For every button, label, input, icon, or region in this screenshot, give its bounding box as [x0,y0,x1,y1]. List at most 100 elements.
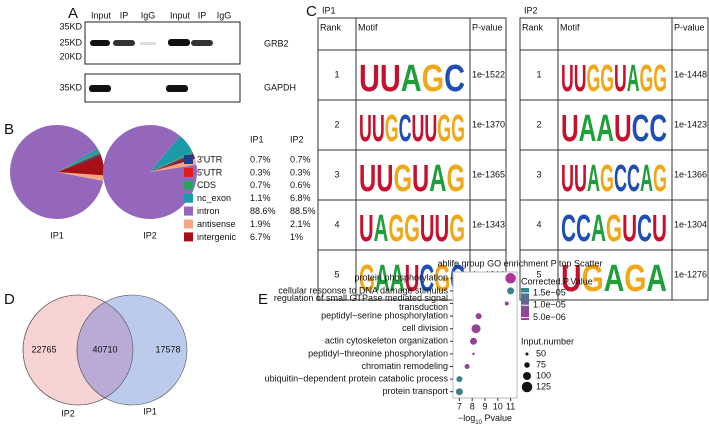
venn-count: 17578 [155,344,180,354]
point [504,301,509,306]
pie-slice [57,151,101,172]
table-header: Rank [320,22,342,32]
pie-value-label: 88.5% [290,206,316,216]
rank: 5 [536,269,541,279]
legend-label: antisense [197,219,236,229]
table-name: IP1 [322,5,336,15]
table-header: Motif [358,22,378,32]
panel-label: C [306,3,317,20]
pie-slice [150,151,194,172]
panel-label: D [4,291,15,308]
colorbar-label: 1.0e−05 [533,300,566,310]
rank: 3 [536,169,541,179]
pie-value-label: 1.9% [250,219,271,229]
x-tick-label: 11 [506,401,515,411]
motif-logo: UUGUAG [359,158,465,200]
p-value: 1e-1522 [472,69,505,79]
marker-label: 20KD [59,51,82,61]
motif-logo: UAGGUUG [359,208,465,250]
size-key [521,381,533,393]
rank: 1 [536,69,541,79]
y-tick-label: peptidyl−threonine phosphorylation [308,348,448,358]
legend-swatch [184,193,193,203]
legend-title: Corrected.P.Value [521,276,593,286]
pie-slice [57,153,102,172]
legend-header: IP2 [290,134,304,144]
rank: 4 [334,219,339,229]
pie-value-label: 6.7% [250,232,271,242]
pie-value-label: 88.6% [250,206,276,216]
legend-label: intron [197,206,220,216]
panel-label: E [258,291,268,308]
lane-label: Input [91,10,112,20]
legend-title: Input.number [521,336,574,346]
pie-slice [57,153,101,172]
point [469,337,477,345]
pie-value-label: 0.3% [250,167,271,177]
x-axis-label-part: −log [458,413,475,423]
x-axis-label: −log10 Pvalue [458,413,512,425]
size-key [524,362,530,368]
legend-swatch [184,206,193,216]
motif-logo: UUGCUUGG [359,108,465,150]
lane-label: IP [120,10,129,20]
p-value: 1e-1343 [472,219,505,229]
pie-slice [102,124,197,219]
table-header: P-value [472,22,503,32]
point [472,352,475,356]
x-tick-label: 8 [470,401,475,411]
point [456,376,463,383]
legend-swatch [184,232,193,242]
legend-swatch [184,155,193,164]
pie-slice [150,155,196,172]
legend-label: 5'UTR [197,167,223,177]
p-value: 1e-1448 [674,69,707,79]
motif-logo: UUGGUAGG [561,58,667,100]
colorbar [521,288,529,320]
y-tick-label: peptidyl−serine phosphorylation [321,310,448,320]
p-value: 1e-1370 [472,119,505,129]
lane-label: IP [198,10,207,20]
motif-logo: CCAGUCU [561,208,667,250]
y-tick-label: ubiquitin−dependent protein catabolic pr… [265,373,449,383]
rank: 5 [334,269,339,279]
y-tick-label: regulation of small GTPase mediated sign… [274,293,448,312]
size-key [523,372,531,380]
pie-label: IP2 [143,230,157,240]
size-label: 50 [536,348,546,358]
p-value: 1e-1366 [674,169,707,179]
venn-count: 22765 [31,344,56,354]
point [507,287,515,295]
p-value: 1e-1276 [674,269,707,279]
size-key [525,352,529,356]
colorbar-label: 1.5e−05 [533,287,566,297]
x-tick-label: 10 [493,401,503,411]
y-tick-label: protein transport [382,386,448,396]
protein-label: GRB2 [264,38,289,48]
pie-value-label: 2.1% [290,219,311,229]
x-tick-label: 7 [457,401,462,411]
panel-label: A [68,5,78,22]
point [475,313,482,320]
pie-value-label: 1% [290,232,303,242]
point [464,364,470,369]
pie-slice [150,153,195,172]
legend-swatch [184,219,193,229]
pie-slice [57,155,104,176]
pie-value-label: 0.7% [290,154,311,164]
point [505,273,516,284]
legend-swatch [184,180,193,190]
p-value: 1e-1423 [674,119,707,129]
lane-label: IgG [141,10,156,20]
legend-swatch [184,167,193,177]
pie-slice [57,172,104,181]
protein-label: GAPDH [264,82,296,92]
x-axis-label-part: Pvalue [482,413,512,423]
point [455,388,463,396]
pie-slice [9,125,104,219]
table-header: P-value [674,22,705,32]
y-tick-label: cell division [402,323,448,333]
y-tick-label: actin cytoskeleton organization [325,336,448,346]
pie-slice [150,135,193,172]
pie-slice [150,153,194,172]
